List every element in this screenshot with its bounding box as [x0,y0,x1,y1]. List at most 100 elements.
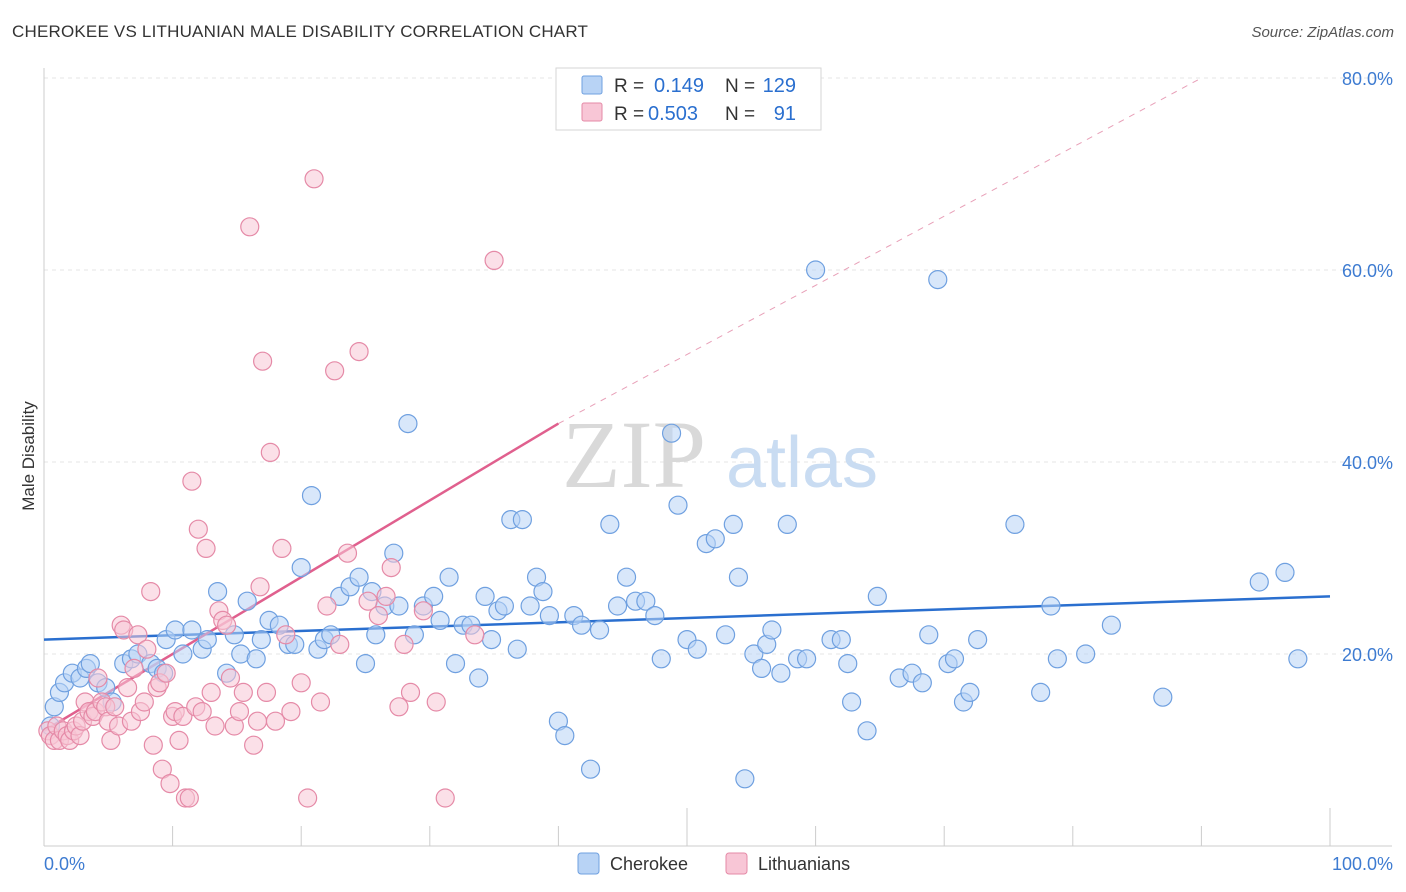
cherokee-point [928,270,948,290]
lithuanians-point [304,169,324,189]
lithuanians-point [310,692,331,712]
cherokee-point [661,423,682,443]
cherokee-point [1288,649,1308,669]
cherokee-point [1047,649,1067,669]
lithuanians-point [281,701,301,722]
data-points [38,169,1308,808]
lithuanians-point [143,735,163,755]
lithuanians-point [317,596,337,616]
cherokee-point [539,605,559,626]
bottom-legend-label-lithuanians: Lithuanians [758,854,850,874]
lithuanians-point [389,697,409,717]
cherokee-point [705,529,725,549]
cherokee-point [687,639,707,659]
lithuanians-point [435,788,455,808]
lithuanians-point [349,342,369,362]
cherokee-point [291,557,311,578]
cherokee-point [1249,572,1269,592]
lithuanians-point [291,673,311,693]
legend-swatch-cherokee [581,75,603,95]
y-tick-label: 80.0% [1342,69,1393,89]
legend-r-value-2: 0.503 [648,103,698,125]
cherokee-point [439,567,459,587]
lithuanians-point [325,361,345,381]
cherokee-point [555,725,575,746]
lithuanians-point [173,706,193,727]
lithuanians-point [169,730,189,751]
cherokee-point [1153,687,1173,707]
cherokee-point [831,629,851,650]
cherokee-point [246,649,266,669]
cherokee-point [723,514,743,535]
legend-n-value-1: 129 [763,75,796,97]
series-legend: Cherokee Lithuanians [577,852,850,875]
y-tick-label: 40.0% [1342,453,1393,473]
legend-swatch-lithuanians [581,102,603,122]
lithuanians-point [233,682,253,703]
cherokee-point [589,620,610,640]
cherokee-point [728,567,749,587]
cherokee-point [1041,596,1061,616]
lithuanians-point [368,605,388,626]
lithuanians-point [240,217,260,237]
lithuanians-point [330,634,350,655]
lithuanians-point [400,682,421,703]
y-tick-label: 60.0% [1342,261,1393,281]
cherokee-point [469,668,489,688]
cherokee-point [165,620,185,640]
lithuanians-point [253,351,273,371]
cherokee-point [867,586,887,607]
legend-n-label-1: N = [725,76,755,97]
cherokee-point [777,514,797,535]
lithuanians-point [141,581,161,602]
cherokee-point [960,682,980,703]
lithuanians-point [394,634,414,655]
lithuanians-point [105,697,125,717]
cherokee-point [366,625,386,645]
cherokee-point [668,495,688,515]
lithuanians-point [272,538,292,559]
chart-title: CHEROKEE VS LITHUANIAN MALE DISABILITY C… [12,22,589,41]
lithuanians-point [220,668,241,688]
cherokee-point [389,596,409,616]
cherokee-point [600,514,620,535]
cherokee-point [616,567,637,587]
x-tick-label-max: 100.0% [1332,854,1393,874]
lithuanians-point [160,773,180,794]
chart-source: Source: ZipAtlas.com [1251,24,1394,41]
lithuanians-point [156,663,176,683]
cherokee-point [715,625,736,645]
cherokee-point [520,596,540,616]
lithuanians-point [247,711,268,731]
axes [43,68,1392,847]
cherokee-point [301,486,322,506]
lithuanians-point [196,538,216,559]
cherokee-point [944,649,965,669]
cherokee-point [1101,615,1121,635]
cherokee-point [838,653,858,674]
lithuanians-point [117,677,138,698]
cherokee-point [735,769,755,789]
lithuanians-point [217,615,237,635]
cherokee-point [1031,682,1051,703]
lithuanians-point [426,692,446,712]
lithuanians-point [376,586,396,607]
cherokee-point [182,620,202,640]
cherokee-point [968,629,988,650]
cherokee-point [481,629,502,650]
cherokee-point [197,629,217,650]
lithuanians-point [182,471,202,491]
cherokee-point [430,610,450,631]
cherokee-point [208,581,228,602]
cherokee-point [571,615,592,635]
lithuanians-point [358,591,378,611]
lithuanians-point [124,658,144,679]
legend-n-value-2: 91 [774,103,796,125]
watermark: ZIP atlas [562,401,878,508]
lithuanians-point [128,625,148,645]
cherokee-point [771,663,791,683]
watermark-zip: ZIP [562,401,706,508]
cherokee-point [494,596,514,616]
cherokee-point [398,414,418,434]
